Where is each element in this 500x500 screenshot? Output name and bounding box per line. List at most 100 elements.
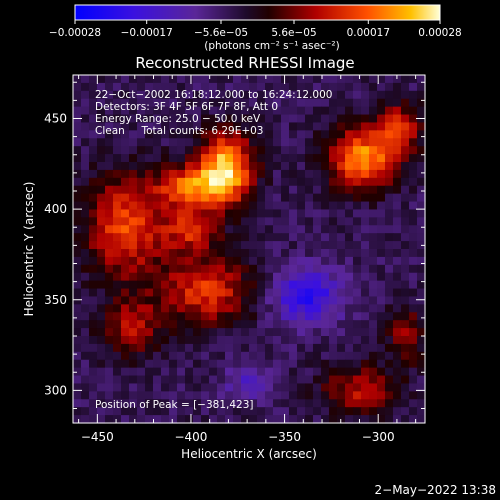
heatmap-pixel xyxy=(409,351,418,361)
heatmap-pixel xyxy=(273,320,282,329)
heatmap-pixel xyxy=(185,272,194,282)
heatmap-pixel xyxy=(337,82,346,92)
heatmap-pixel xyxy=(225,359,234,369)
heatmap-pixel xyxy=(169,90,178,100)
heatmap-pixel xyxy=(177,264,186,274)
heatmap-pixel xyxy=(393,75,402,84)
heatmap-pixel xyxy=(233,264,242,274)
heatmap-pixel xyxy=(177,375,186,385)
heatmap-pixel xyxy=(297,146,306,155)
heatmap-pixel xyxy=(329,130,338,139)
heatmap-pixel xyxy=(177,201,186,211)
heatmap-pixel xyxy=(353,407,362,416)
heatmap-pixel xyxy=(417,225,426,234)
heatmap-pixel xyxy=(217,90,226,100)
heatmap-pixel xyxy=(169,114,178,124)
heatmap-pixel xyxy=(161,320,170,329)
heatmap-pixel xyxy=(121,162,130,171)
heatmap-pixel xyxy=(313,122,322,131)
heatmap-pixel xyxy=(281,383,290,392)
heatmap-pixel xyxy=(177,343,186,353)
heatmap-pixel xyxy=(353,415,362,424)
heatmap-pixel xyxy=(185,201,194,211)
heatmap-pixel xyxy=(329,217,338,226)
heatmap-pixel xyxy=(249,383,258,392)
heatmap-pixel xyxy=(81,328,90,337)
heatmap-pixel xyxy=(321,288,330,298)
heatmap-pixel xyxy=(305,98,314,108)
heatmap-pixel xyxy=(377,169,386,179)
heatmap-pixel xyxy=(337,138,346,147)
heatmap-pixel xyxy=(153,359,162,369)
heatmap-pixel xyxy=(297,256,306,266)
heatmap-pixel xyxy=(273,343,282,353)
heatmap-pixel xyxy=(177,82,186,92)
heatmap-pixel xyxy=(249,249,258,258)
heatmap-pixel xyxy=(153,98,162,108)
heatmap-pixel xyxy=(361,296,370,305)
heatmap-pixel xyxy=(121,391,130,400)
heatmap-pixel xyxy=(217,154,226,163)
heatmap-pixel xyxy=(385,288,394,298)
heatmap-pixel xyxy=(369,383,378,392)
heatmap-pixel xyxy=(409,217,418,226)
heatmap-pixel xyxy=(153,217,162,226)
heatmap-pixel xyxy=(369,130,378,139)
heatmap-pixel xyxy=(273,288,282,298)
heatmap-pixel xyxy=(129,90,138,100)
heatmap-pixel xyxy=(201,75,210,84)
heatmap-pixel xyxy=(273,233,282,242)
heatmap-pixel xyxy=(97,312,106,321)
heatmap-pixel xyxy=(257,280,266,290)
heatmap-pixel xyxy=(105,256,114,266)
heatmap-pixel xyxy=(297,185,306,195)
heatmap-pixel xyxy=(281,288,290,298)
heatmap-pixel xyxy=(121,367,130,377)
heatmap-pixel xyxy=(225,98,234,108)
heatmap-pixel xyxy=(217,399,226,408)
heatmap-pixel xyxy=(305,177,314,187)
heatmap-pixel xyxy=(137,138,146,147)
heatmap-pixel xyxy=(329,193,338,203)
heatmap-pixel xyxy=(129,351,138,361)
heatmap-pixel xyxy=(209,383,218,392)
heatmap-pixel xyxy=(137,82,146,92)
heatmap-pixel xyxy=(393,130,402,139)
heatmap-pixel xyxy=(129,225,138,234)
heatmap-pixel xyxy=(233,138,242,147)
heatmap-pixel xyxy=(81,391,90,400)
heatmap-pixel xyxy=(113,367,122,377)
heatmap-pixel xyxy=(217,201,226,211)
heatmap-pixel xyxy=(129,288,138,298)
heatmap-pixel xyxy=(297,75,306,84)
heatmap-pixel xyxy=(281,146,290,155)
heatmap-pixel xyxy=(273,82,282,92)
heatmap-pixel xyxy=(409,75,418,84)
heatmap-pixel xyxy=(105,177,114,187)
heatmap-pixel xyxy=(193,241,202,250)
heatmap-pixel xyxy=(153,193,162,203)
heatmap-pixel xyxy=(385,304,394,313)
heatmap-pixel xyxy=(193,209,202,218)
heatmap-pixel xyxy=(273,359,282,369)
heatmap-pixel xyxy=(249,407,258,416)
colorbar xyxy=(75,5,440,20)
heatmap-pixel xyxy=(265,130,274,139)
heatmap-pixel xyxy=(417,177,426,187)
heatmap-pixel xyxy=(89,320,98,329)
heatmap-pixel xyxy=(209,130,218,139)
heatmap-pixel xyxy=(193,399,202,408)
heatmap-pixel xyxy=(369,367,378,377)
heatmap-pixel xyxy=(393,367,402,377)
heatmap-pixel xyxy=(113,201,122,211)
heatmap-pixel xyxy=(185,343,194,353)
heatmap-pixel xyxy=(337,225,346,234)
heatmap-pixel xyxy=(145,256,154,266)
heatmap-pixel xyxy=(233,320,242,329)
heatmap-pixel xyxy=(385,280,394,290)
heatmap-pixel xyxy=(249,264,258,274)
heatmap-pixel xyxy=(409,138,418,147)
heatmap-pixel xyxy=(185,288,194,298)
heatmap-pixel xyxy=(97,264,106,274)
heatmap-pixel xyxy=(361,98,370,108)
